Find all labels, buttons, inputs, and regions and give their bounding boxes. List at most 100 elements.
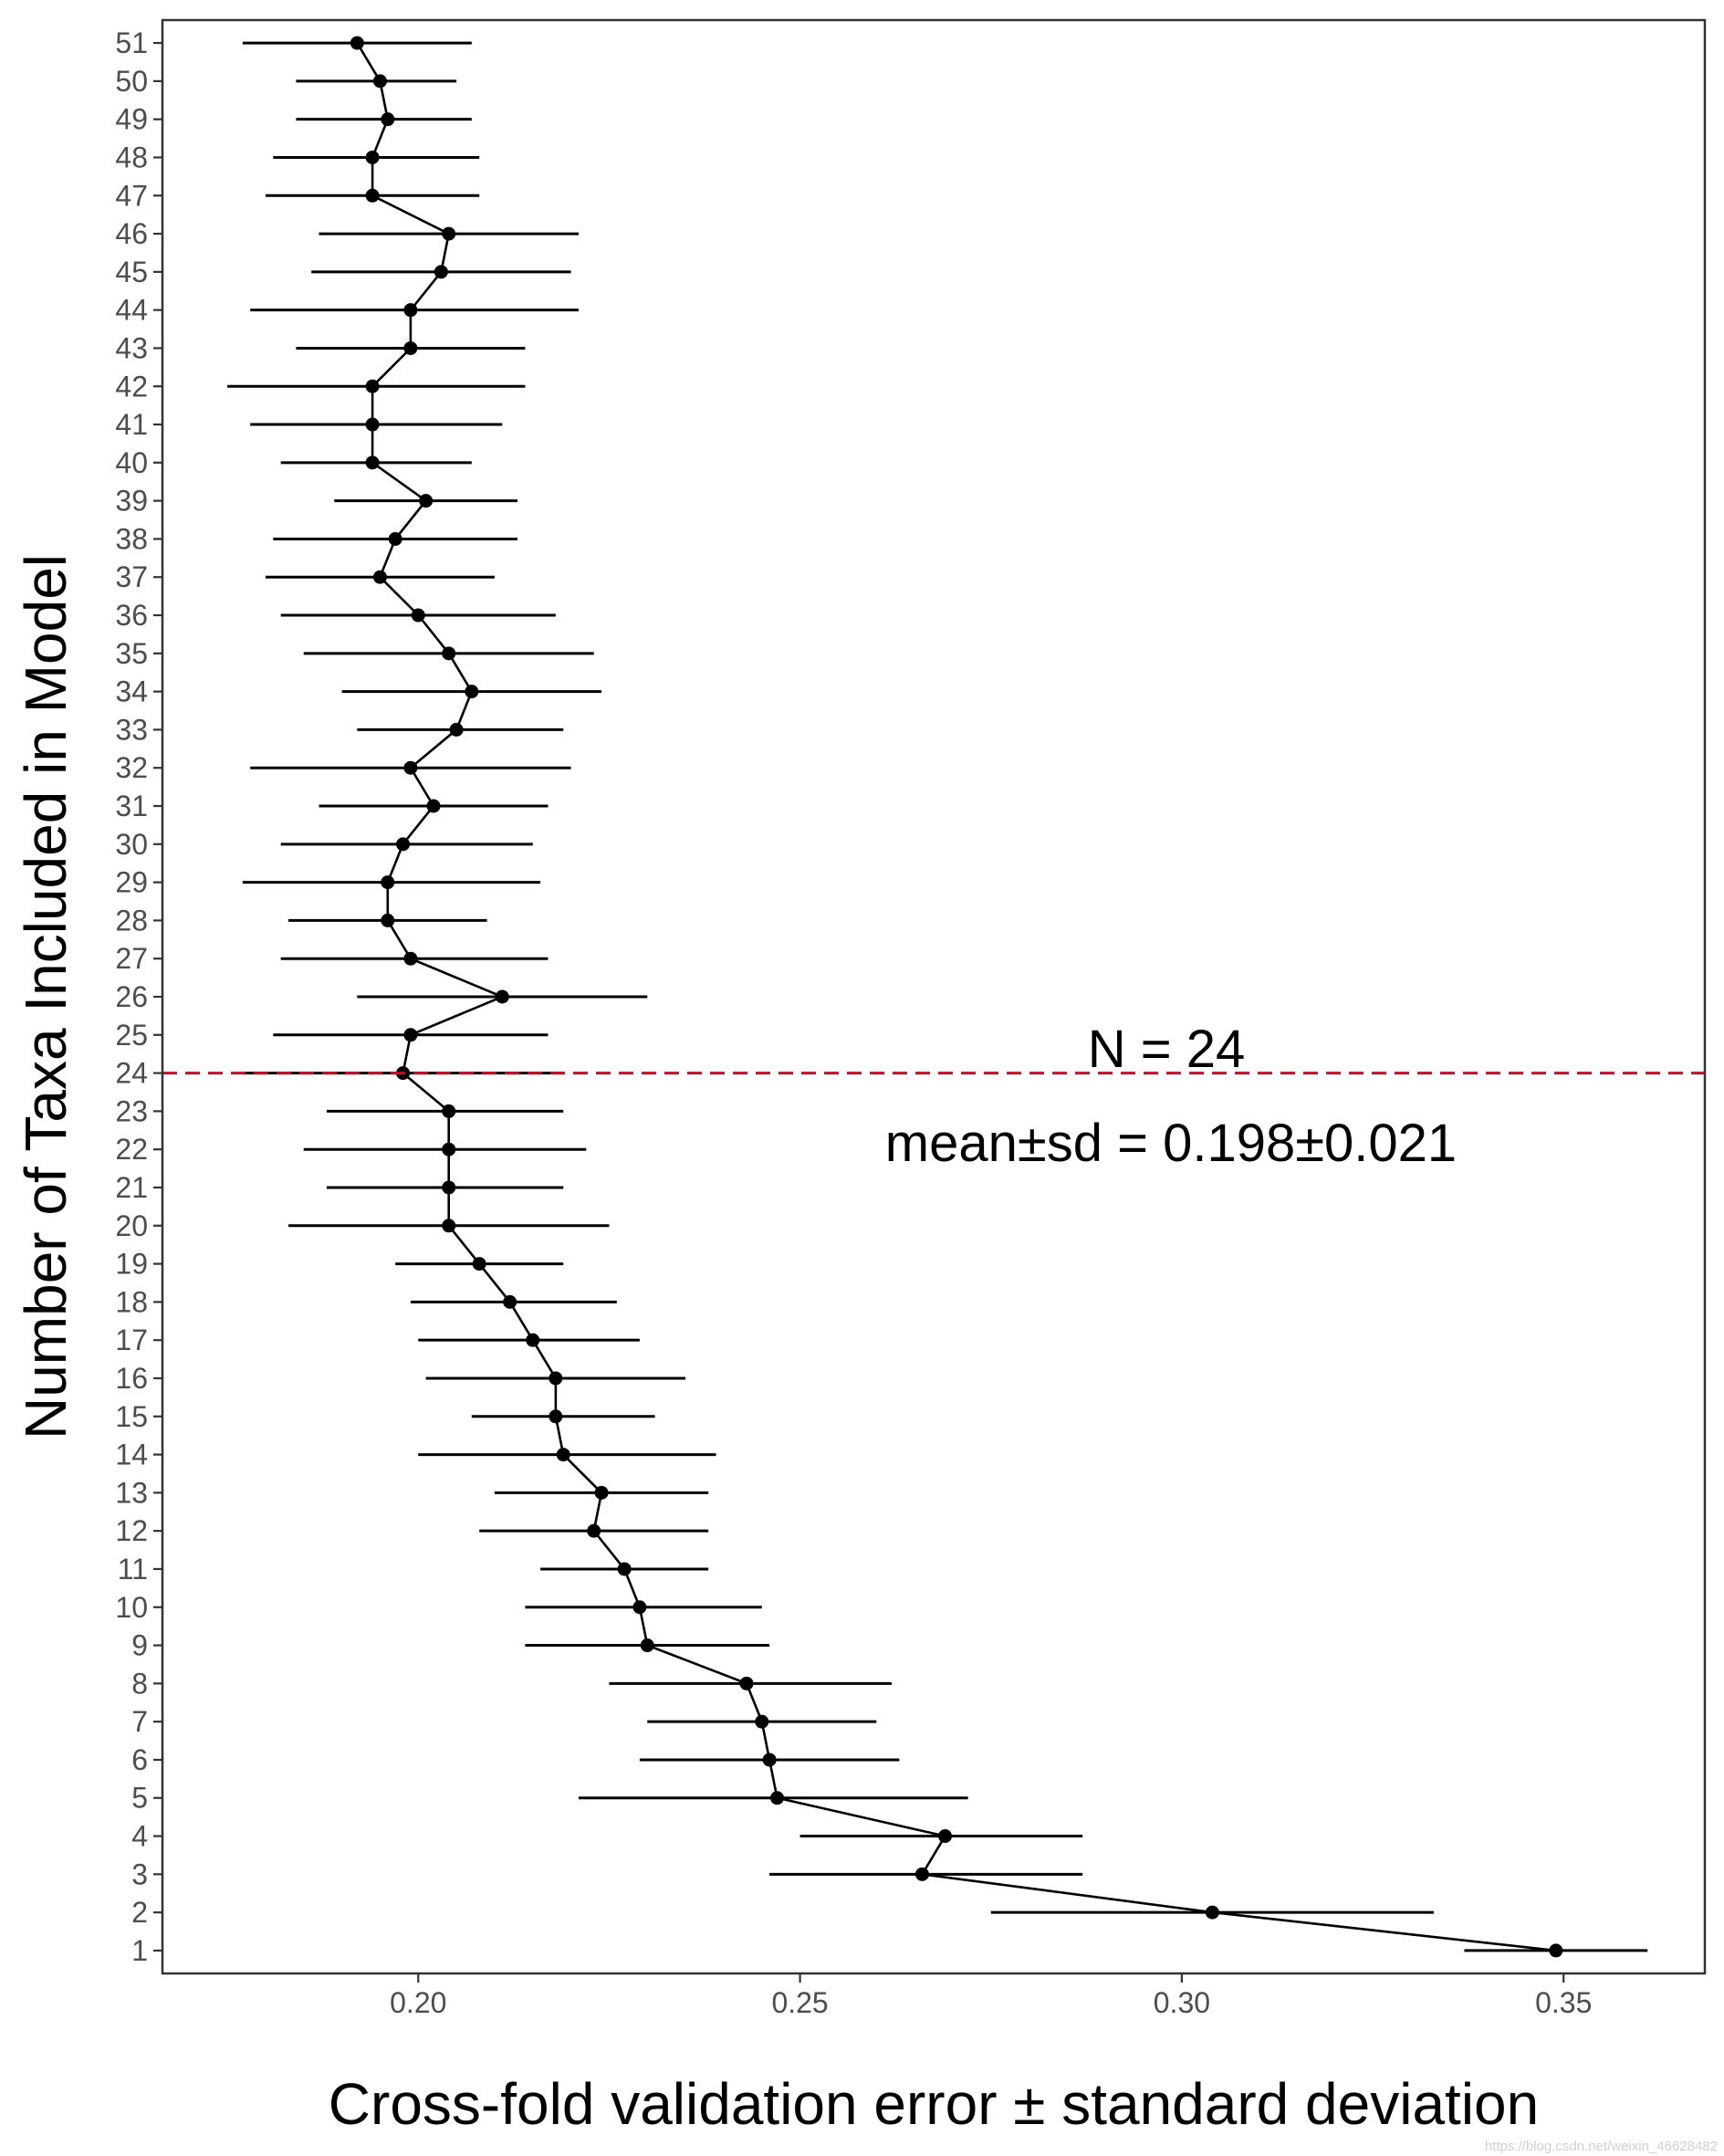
data-point-33 [449,722,464,737]
data-point-2 [1205,1905,1219,1920]
data-point-35 [442,646,456,661]
x-tick-label-2: 0.30 [1154,1986,1210,2019]
y-tick-label-25: 25 [115,1019,148,1052]
data-point-27 [403,951,418,966]
y-tick-label-44: 44 [115,294,148,327]
data-point-13 [594,1485,609,1500]
data-point-6 [762,1753,777,1767]
y-tick-label-29: 29 [115,866,148,899]
data-point-12 [587,1523,601,1538]
data-point-14 [556,1448,570,1462]
data-point-7 [755,1714,769,1729]
data-point-21 [442,1180,456,1195]
y-tick-label-5: 5 [131,1782,148,1815]
data-point-36 [411,608,425,623]
y-tick-label-23: 23 [115,1094,148,1127]
annotation-n: N = 24 [1088,1020,1246,1079]
y-tick-label-20: 20 [115,1209,148,1242]
y-tick-label-18: 18 [115,1285,148,1318]
y-axis: 1234567891011121314151617181920212223242… [115,26,162,1967]
y-tick-label-34: 34 [115,675,148,708]
y-tick-label-33: 33 [115,713,148,746]
y-tick-label-12: 12 [115,1514,148,1547]
data-point-34 [465,685,479,699]
y-tick-label-36: 36 [115,599,148,632]
y-tick-label-27: 27 [115,942,148,975]
chart-marks [162,36,1705,1958]
data-point-3 [914,1867,929,1881]
y-tick-label-19: 19 [115,1248,148,1281]
data-point-5 [769,1791,784,1805]
data-point-18 [503,1294,517,1309]
data-point-17 [526,1333,540,1347]
data-point-25 [403,1028,418,1042]
y-tick-label-41: 41 [115,408,148,441]
data-point-51 [350,36,364,50]
x-tick-label-3: 0.35 [1535,1986,1592,2019]
y-tick-label-51: 51 [115,26,148,59]
data-point-16 [549,1371,563,1386]
data-point-41 [365,417,380,432]
data-point-48 [365,150,380,164]
data-point-42 [365,379,380,393]
y-tick-label-32: 32 [115,751,148,784]
y-tick-label-43: 43 [115,331,148,364]
y-tick-label-9: 9 [131,1629,148,1662]
y-tick-label-22: 22 [115,1133,148,1166]
y-tick-label-21: 21 [115,1171,148,1204]
watermark-text: https://blog.csdn.net/weixin_46628482 [1485,2139,1718,2154]
data-point-1 [1549,1943,1563,1958]
y-tick-label-4: 4 [131,1820,148,1853]
annotation-mean-sd: mean±sd = 0.198±0.021 [885,1114,1457,1173]
y-tick-label-26: 26 [115,980,148,1013]
y-tick-label-1: 1 [131,1934,148,1967]
y-tick-label-40: 40 [115,446,148,479]
y-tick-label-24: 24 [115,1057,148,1090]
y-tick-label-6: 6 [131,1743,148,1776]
data-point-39 [419,494,434,508]
y-tick-label-50: 50 [115,65,148,98]
data-point-4 [938,1829,953,1844]
x-axis: 0.20 0.25 0.30 0.35 [390,1973,1592,2019]
data-point-46 [442,226,456,241]
y-tick-label-37: 37 [115,560,148,593]
y-tick-label-14: 14 [115,1439,148,1471]
y-tick-label-3: 3 [131,1858,148,1890]
data-point-11 [617,1562,632,1576]
y-tick-label-49: 49 [115,103,148,136]
y-tick-label-35: 35 [115,637,148,670]
y-tick-label-16: 16 [115,1362,148,1395]
data-point-44 [403,303,418,318]
y-tick-label-38: 38 [115,522,148,555]
data-point-31 [426,799,441,813]
y-tick-label-15: 15 [115,1400,148,1433]
data-point-20 [442,1219,456,1233]
y-tick-label-28: 28 [115,904,148,937]
y-tick-label-42: 42 [115,370,148,403]
data-point-45 [434,265,448,279]
y-tick-label-2: 2 [131,1896,148,1929]
data-point-9 [640,1638,654,1653]
y-tick-label-39: 39 [115,485,148,518]
y-axis-title: Number of Taxa Included in Model [13,554,78,1439]
x-tick-label-1: 0.25 [771,1986,828,2019]
data-point-26 [495,989,509,1004]
data-point-30 [396,837,411,852]
y-tick-label-8: 8 [131,1667,148,1700]
data-point-10 [632,1600,647,1615]
y-tick-label-45: 45 [115,256,148,288]
data-point-8 [739,1676,754,1690]
data-point-43 [403,340,418,355]
y-tick-label-13: 13 [115,1476,148,1509]
y-tick-label-30: 30 [115,828,148,861]
y-tick-label-46: 46 [115,217,148,250]
y-tick-label-47: 47 [115,179,148,212]
data-point-50 [372,74,387,89]
data-point-32 [403,760,418,775]
data-point-15 [549,1409,563,1424]
x-tick-label-0: 0.20 [390,1986,446,2019]
data-point-40 [365,455,380,470]
data-point-28 [381,913,395,927]
